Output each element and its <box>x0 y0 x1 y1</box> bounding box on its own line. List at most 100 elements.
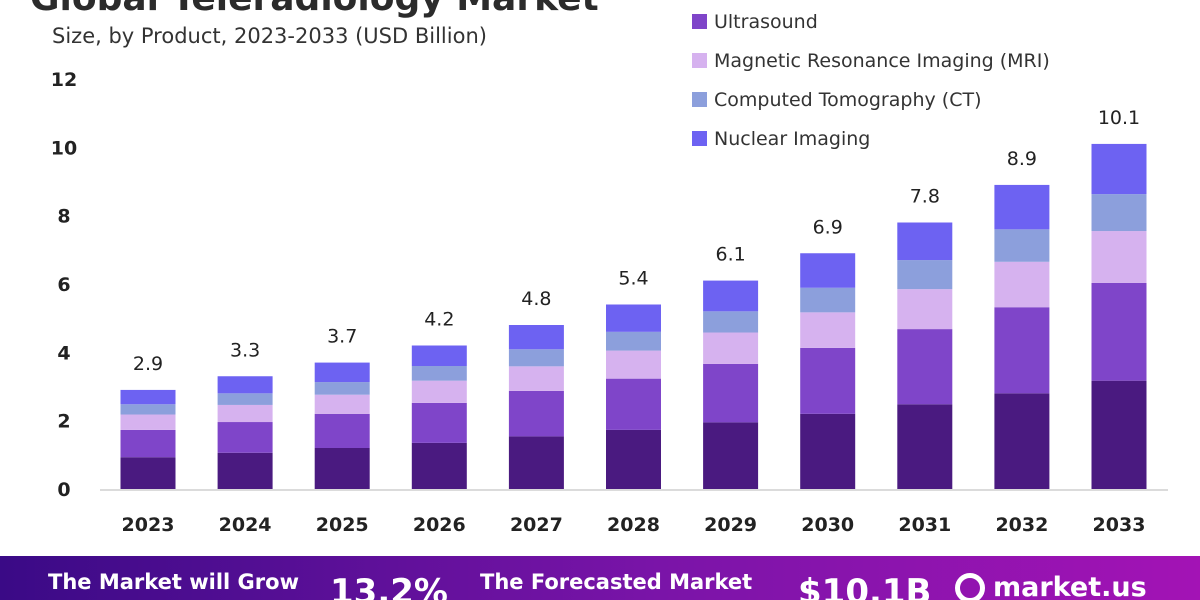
x-tick-label: 2026 <box>413 514 466 536</box>
x-tick-label: 2023 <box>122 514 175 536</box>
x-tick-label: 2029 <box>704 514 757 536</box>
y-tick-label: 8 <box>57 206 70 228</box>
bar-segment-nuclear-imaging <box>606 304 661 332</box>
legend-swatch-nuclear-imaging <box>692 131 707 146</box>
bar-segment-computed-tomography-ct <box>314 382 370 395</box>
brand-logo: market.us <box>955 572 1147 600</box>
bar-segment-magnetic-resonance-imaging-mri <box>120 414 176 430</box>
bar-segment-computed-tomography-ct <box>120 404 176 415</box>
bar-segment-magnetic-resonance-imaging-mri <box>411 380 467 403</box>
bar-segment-x-ray <box>703 422 759 489</box>
bar-total-label: 6.9 <box>813 216 843 238</box>
y-tick-label: 12 <box>51 69 77 91</box>
legend-item-ultrasound: Ultrasound <box>692 2 1050 41</box>
x-tick-label: 2024 <box>219 514 272 536</box>
bar-segment-x-ray <box>606 429 661 489</box>
bar-segment-x-ray <box>508 436 564 489</box>
bar-segment-x-ray <box>994 393 1050 489</box>
bar-segment-nuclear-imaging <box>800 253 856 288</box>
bar-chart: 0 2 4 6 8 10 12 2.9 2023 3.3 2024 3.7 2025 4.2 2026 4.8… <box>51 69 1168 536</box>
bar-total-label: 4.8 <box>521 288 551 310</box>
bar-segment-ultrasound <box>703 363 759 423</box>
bar-total-label: 4.2 <box>424 309 454 331</box>
bar-total-label: 10.1 <box>1098 107 1140 129</box>
bar-segment-x-ray <box>1091 380 1147 489</box>
legend-item-mri: Magnetic Resonance Imaging (MRI) <box>692 41 1050 80</box>
y-tick-label: 0 <box>57 479 70 501</box>
bar-total-label: 6.1 <box>715 244 745 266</box>
bar-segment-x-ray <box>217 452 273 489</box>
bar-segment-x-ray <box>411 442 467 489</box>
bar-segment-computed-tomography-ct <box>703 311 759 333</box>
bar-segment-ultrasound <box>411 402 467 443</box>
legend-swatch-mri <box>692 53 707 68</box>
legend-item-ct: Computed Tomography (CT) <box>692 80 1050 119</box>
bar-segment-nuclear-imaging <box>1091 143 1147 195</box>
bar-segment-magnetic-resonance-imaging-mri <box>897 289 953 330</box>
bar-segment-computed-tomography-ct <box>411 366 467 381</box>
bar-segment-nuclear-imaging <box>314 362 370 383</box>
bar-total-label: 7.8 <box>910 186 940 208</box>
legend-label-nuclear-imaging: Nuclear Imaging <box>714 127 871 150</box>
y-tick-label: 10 <box>51 137 77 159</box>
bar-segment-computed-tomography-ct <box>217 393 273 405</box>
legend-swatch-ct <box>692 92 707 107</box>
footer-forecast-label: The Forecasted Market <box>480 570 753 594</box>
footer-growth-label: The Market will Grow <box>48 570 299 594</box>
bar-total-label: 5.4 <box>618 268 648 290</box>
bar-segment-computed-tomography-ct <box>1091 194 1147 232</box>
x-tick-label: 2025 <box>316 514 369 536</box>
footer-forecast-value: $10.1B <box>798 572 932 600</box>
bar-segment-computed-tomography-ct <box>897 260 953 290</box>
y-tick-label: 2 <box>57 411 70 433</box>
bar-total-label: 2.9 <box>133 353 163 375</box>
footer-banner: The Market will Grow 13.2% The Forecaste… <box>0 556 1200 600</box>
legend-label-mri: Magnetic Resonance Imaging (MRI) <box>714 49 1050 72</box>
bar-segment-nuclear-imaging <box>897 222 953 261</box>
bar-segment-ultrasound <box>994 307 1050 394</box>
bar-segment-x-ray <box>120 457 176 489</box>
bar-segment-ultrasound <box>1091 282 1147 381</box>
logo-mark-icon <box>955 572 985 600</box>
x-tick-label: 2027 <box>510 514 563 536</box>
bar-segment-magnetic-resonance-imaging-mri <box>1091 231 1147 283</box>
bar-segment-ultrasound <box>897 329 953 405</box>
bar-segment-computed-tomography-ct <box>508 349 564 367</box>
bar-segment-nuclear-imaging <box>994 184 1050 230</box>
bar-total-label: 8.9 <box>1007 148 1037 170</box>
bar-segment-nuclear-imaging <box>120 389 176 405</box>
bar-segment-magnetic-resonance-imaging-mri <box>800 312 856 348</box>
bar-segment-computed-tomography-ct <box>800 287 856 313</box>
y-tick-label: 4 <box>57 342 70 364</box>
legend-swatch-ultrasound <box>692 14 707 29</box>
bar-segment-nuclear-imaging <box>217 376 273 394</box>
y-tick-label: 6 <box>57 274 70 296</box>
footer-growth-value: 13.2% <box>330 572 448 600</box>
bar-segment-magnetic-resonance-imaging-mri <box>994 261 1050 308</box>
chart-title: Global Teleradiology Market <box>30 0 599 19</box>
legend-label-ultrasound: Ultrasound <box>714 10 818 33</box>
bar-segment-x-ray <box>897 404 953 489</box>
x-tick-label: 2032 <box>995 514 1048 536</box>
bar-segment-magnetic-resonance-imaging-mri <box>314 394 370 414</box>
bar-segment-x-ray <box>314 448 370 489</box>
bar-segment-magnetic-resonance-imaging-mri <box>606 350 661 379</box>
x-tick-label: 2030 <box>801 514 854 536</box>
bar-segment-x-ray <box>800 413 856 489</box>
bar-segment-magnetic-resonance-imaging-mri <box>703 332 759 364</box>
legend-label-ct: Computed Tomography (CT) <box>714 88 982 111</box>
bar-segment-computed-tomography-ct <box>994 229 1050 262</box>
bar-segment-ultrasound <box>606 378 661 430</box>
x-tick-label: 2031 <box>898 514 951 536</box>
bar-segment-nuclear-imaging <box>411 345 467 366</box>
x-tick-label: 2033 <box>1093 514 1146 536</box>
bar-segment-nuclear-imaging <box>508 325 564 350</box>
bar-segment-ultrasound <box>800 347 856 414</box>
legend-item-nuclear-imaging: Nuclear Imaging <box>692 119 1050 158</box>
bar-segment-magnetic-resonance-imaging-mri <box>217 404 273 423</box>
bar-segment-ultrasound <box>508 390 564 437</box>
x-tick-label: 2028 <box>607 514 660 536</box>
bar-total-label: 3.3 <box>230 339 260 361</box>
bar-segment-nuclear-imaging <box>703 280 759 312</box>
bar-total-label: 3.7 <box>327 326 357 348</box>
